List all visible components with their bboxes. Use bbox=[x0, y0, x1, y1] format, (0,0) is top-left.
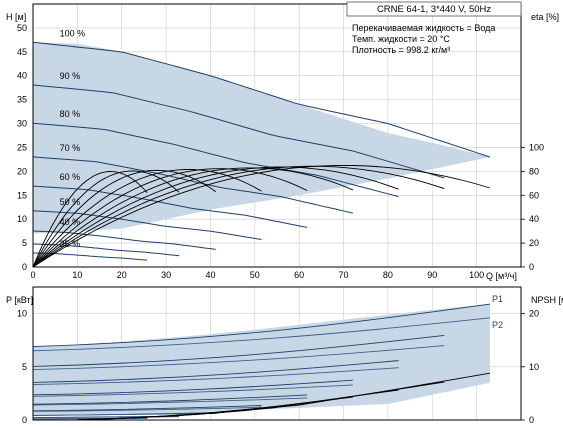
qh-curve bbox=[32, 185, 308, 228]
speed-label: 60 % bbox=[60, 172, 81, 182]
eta-axis-title: eta [%] bbox=[531, 12, 559, 22]
eta-tick-label: 40 bbox=[529, 214, 539, 224]
npsh-tick-label: 20 bbox=[529, 309, 539, 319]
speed-label: 100 % bbox=[60, 28, 86, 38]
info-liquid: Перекачиваемая жидкость = Вода bbox=[352, 23, 495, 33]
h-tick-label: 50 bbox=[17, 23, 27, 33]
qh-curve bbox=[32, 122, 399, 198]
q-tick-label: 20 bbox=[117, 270, 127, 280]
q-tick-label: 90 bbox=[427, 270, 437, 280]
h-tick-label: 35 bbox=[17, 95, 27, 105]
p-tick-label: 0 bbox=[22, 415, 27, 425]
p-tick-label: 10 bbox=[17, 309, 27, 319]
power-curve bbox=[32, 303, 491, 348]
qh-curve bbox=[32, 84, 445, 179]
speed-label: 50 % bbox=[60, 197, 81, 207]
operating-envelope bbox=[33, 42, 490, 234]
h-tick-label: 5 bbox=[22, 238, 27, 248]
qh-curve bbox=[32, 156, 354, 214]
q-tick-label: 50 bbox=[250, 270, 260, 280]
speed-label: 80 % bbox=[60, 109, 81, 119]
qh-curve bbox=[32, 41, 491, 158]
power-curve bbox=[32, 384, 353, 397]
q-tick-label: 10 bbox=[72, 270, 82, 280]
eta-curve bbox=[32, 170, 180, 268]
npsh-curve bbox=[89, 414, 180, 420]
eta-tick-label: 100 bbox=[529, 142, 544, 152]
eta-tick-label: 60 bbox=[529, 190, 539, 200]
eta-curve bbox=[32, 164, 491, 268]
info-density: Плотность = 998.2 кг/м³ bbox=[352, 45, 450, 55]
q-tick-label: 100 bbox=[469, 270, 484, 280]
npsh-axis-title: NPSH [м] bbox=[531, 295, 563, 305]
pump-title: CRNE 64-1, 3*440 V, 50Hz bbox=[377, 4, 491, 15]
qh-curve bbox=[32, 210, 262, 240]
eta-curve bbox=[32, 166, 399, 268]
q-tick-label: 80 bbox=[383, 270, 393, 280]
p-axis-title: P [кВт] bbox=[6, 295, 33, 305]
speed-label: 40 % bbox=[60, 217, 81, 227]
q-tick-label: 40 bbox=[205, 270, 215, 280]
power-curve bbox=[32, 406, 262, 412]
power-curve bbox=[32, 345, 445, 371]
eta-curve bbox=[32, 169, 217, 268]
power-curve bbox=[32, 317, 490, 352]
q-tick-label: 0 bbox=[30, 270, 35, 280]
p-tick-label: 5 bbox=[22, 362, 27, 372]
eta-curve bbox=[32, 165, 445, 268]
npsh-tick-label: 10 bbox=[529, 362, 539, 372]
power-curve bbox=[32, 417, 148, 420]
h-tick-label: 40 bbox=[17, 71, 27, 81]
speed-label: 70 % bbox=[60, 143, 81, 153]
h-tick-label: 25 bbox=[17, 142, 27, 152]
power-curve bbox=[32, 405, 262, 412]
h-tick-label: 20 bbox=[17, 166, 27, 176]
h-axis-title: H [м] bbox=[6, 12, 26, 22]
eta-curve bbox=[32, 167, 354, 268]
info-temp: Темп. жидкости = 20 °C bbox=[352, 34, 450, 44]
top-plot-frame bbox=[32, 3, 522, 268]
eta-tick-label: 80 bbox=[529, 166, 539, 176]
power-curve bbox=[32, 397, 308, 406]
q-axis-title: Q [м³/ч] bbox=[486, 271, 517, 281]
q-tick-label: 70 bbox=[339, 270, 349, 280]
eta-tick-label: 0 bbox=[529, 262, 534, 272]
power-curve bbox=[32, 335, 445, 367]
npsh-tick-label: 0 bbox=[529, 415, 534, 425]
power-curve bbox=[32, 394, 308, 405]
power-curve bbox=[32, 367, 399, 386]
h-tick-label: 15 bbox=[17, 190, 27, 200]
eta-curve bbox=[32, 168, 308, 268]
bot-plot-frame bbox=[32, 286, 522, 421]
power-curve bbox=[32, 379, 353, 396]
eta-curve bbox=[32, 169, 262, 268]
qh-curve bbox=[32, 243, 180, 257]
h-tick-label: 0 bbox=[22, 262, 27, 272]
power-curve bbox=[32, 360, 399, 383]
h-tick-label: 10 bbox=[17, 214, 27, 224]
speed-label: 90 % bbox=[60, 71, 81, 81]
h-tick-label: 30 bbox=[17, 119, 27, 129]
eta-tick-label: 20 bbox=[529, 238, 539, 248]
eta-curve bbox=[32, 171, 148, 268]
q-tick-label: 30 bbox=[161, 270, 171, 280]
q-tick-label: 60 bbox=[294, 270, 304, 280]
info-box: CRNE 64-1, 3*440 V, 50Hz Перекачиваемая … bbox=[346, 1, 522, 55]
h-tick-label: 45 bbox=[17, 47, 27, 57]
power-series-label: P1 bbox=[492, 294, 503, 304]
power-series-label: P2 bbox=[492, 320, 503, 330]
